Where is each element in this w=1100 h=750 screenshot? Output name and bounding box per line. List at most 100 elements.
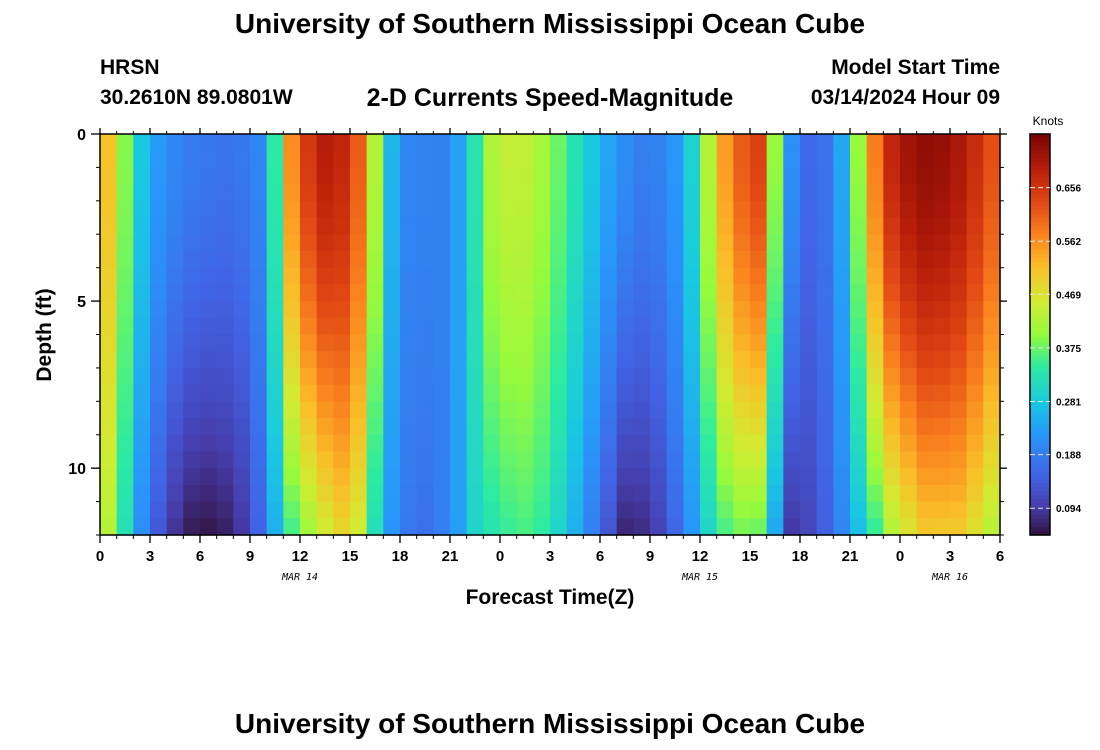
heatmap-cell (800, 434, 818, 453)
colorbar-segment (1030, 334, 1050, 340)
heatmap-cell (316, 434, 334, 453)
heatmap-cell (466, 434, 484, 453)
heatmap-cell (416, 284, 434, 302)
heatmap-cell (100, 317, 118, 336)
heatmap-cell (633, 334, 651, 352)
heatmap-cell (333, 434, 351, 453)
heatmap-cell (650, 418, 668, 436)
heatmap-cell (416, 267, 434, 285)
heatmap-cell (833, 317, 851, 336)
heatmap-cell (416, 150, 434, 169)
heatmap-cell (766, 418, 784, 436)
heatmap-cell (716, 134, 734, 152)
heatmap-cell (333, 167, 351, 185)
heatmap-cell (583, 468, 601, 486)
x-tick-label: 12 (692, 548, 709, 565)
heatmap-cell (400, 367, 418, 386)
heatmap-cell (650, 234, 668, 252)
heatmap-cell (116, 384, 134, 402)
heatmap-cell (783, 501, 801, 519)
heatmap-cell (600, 267, 618, 285)
heatmap-cell (833, 518, 851, 536)
heatmap-cell (383, 184, 401, 202)
heatmap-cell (566, 384, 584, 402)
heatmap-cell (500, 351, 518, 369)
heatmap-cell (433, 484, 451, 503)
heatmap-cell (950, 418, 968, 436)
heatmap-cell (500, 384, 518, 402)
heatmap-cell (883, 367, 901, 386)
heatmap-cell (933, 468, 951, 486)
heatmap-cell (116, 267, 134, 285)
heatmap-cell (533, 451, 551, 469)
heatmap-cell (466, 267, 484, 285)
heatmap-cell (583, 250, 601, 269)
heatmap-cell (600, 184, 618, 202)
heatmap-cell (350, 167, 368, 185)
heatmap-cell (100, 367, 118, 386)
heatmap-cell (750, 434, 768, 453)
heatmap-cell (233, 484, 251, 503)
heatmap-cell (383, 200, 401, 219)
heatmap-cell (633, 484, 651, 503)
heatmap-cell (133, 351, 151, 369)
heatmap-cell (900, 217, 918, 235)
heatmap-cell (433, 301, 451, 319)
heatmap-cell (350, 250, 368, 269)
heatmap-cell (100, 267, 118, 285)
heatmap-cell (916, 184, 934, 202)
heatmap-cell (333, 250, 351, 269)
heatmap-cell (483, 451, 501, 469)
heatmap-cell (750, 334, 768, 352)
heatmap-cell (150, 434, 168, 453)
heatmap-cell (650, 484, 668, 503)
heatmap-cell (216, 150, 234, 169)
heatmap-cell (933, 301, 951, 319)
heatmap-cell (550, 334, 568, 352)
heatmap-cell (250, 284, 268, 302)
heatmap-cell (533, 317, 551, 336)
heatmap-cell (983, 184, 1001, 202)
heatmap-cell (316, 367, 334, 386)
heatmap-cell (650, 384, 668, 402)
heatmap-cell (150, 484, 168, 503)
heatmap-cell (766, 468, 784, 486)
heatmap-cell (733, 367, 751, 386)
heatmap-cell (200, 367, 218, 386)
heatmap-cell (133, 367, 151, 386)
colorbar-segment (1030, 154, 1050, 159)
heatmap-cell (383, 167, 401, 185)
heatmap-cell (900, 351, 918, 369)
heatmap-cell (316, 250, 334, 269)
heatmap-cell (333, 401, 351, 419)
heatmap-cell (966, 167, 984, 185)
heatmap-cell (916, 468, 934, 486)
heatmap-cell (333, 384, 351, 402)
heatmap-cell (900, 451, 918, 469)
x-tick-label: 6 (596, 548, 604, 565)
heatmap-cell (283, 284, 301, 302)
heatmap-cell (733, 418, 751, 436)
heatmap-cell (550, 401, 568, 419)
heatmap-cell (300, 434, 318, 453)
heatmap-cell (400, 317, 418, 336)
heatmap-cell (166, 284, 184, 302)
heatmap-cell (583, 501, 601, 519)
heatmap-cell (400, 234, 418, 252)
heatmap-cell (483, 367, 501, 386)
heatmap-cell (700, 317, 718, 336)
heatmap-cell (566, 217, 584, 235)
heatmap-cell (700, 301, 718, 319)
heatmap-cell (466, 200, 484, 219)
heatmap-cell (283, 317, 301, 336)
heatmap-cell (683, 434, 701, 453)
heatmap-cell (383, 401, 401, 419)
heatmap-cell (416, 484, 434, 503)
heatmap-cell (950, 284, 968, 302)
heatmap-cell (200, 384, 218, 402)
heatmap-cell (616, 434, 634, 453)
heatmap-cell (950, 434, 968, 453)
heatmap-cell (233, 334, 251, 352)
heatmap-cell (500, 301, 518, 319)
station-coordinates: 30.2610N 89.0801W (100, 86, 293, 109)
